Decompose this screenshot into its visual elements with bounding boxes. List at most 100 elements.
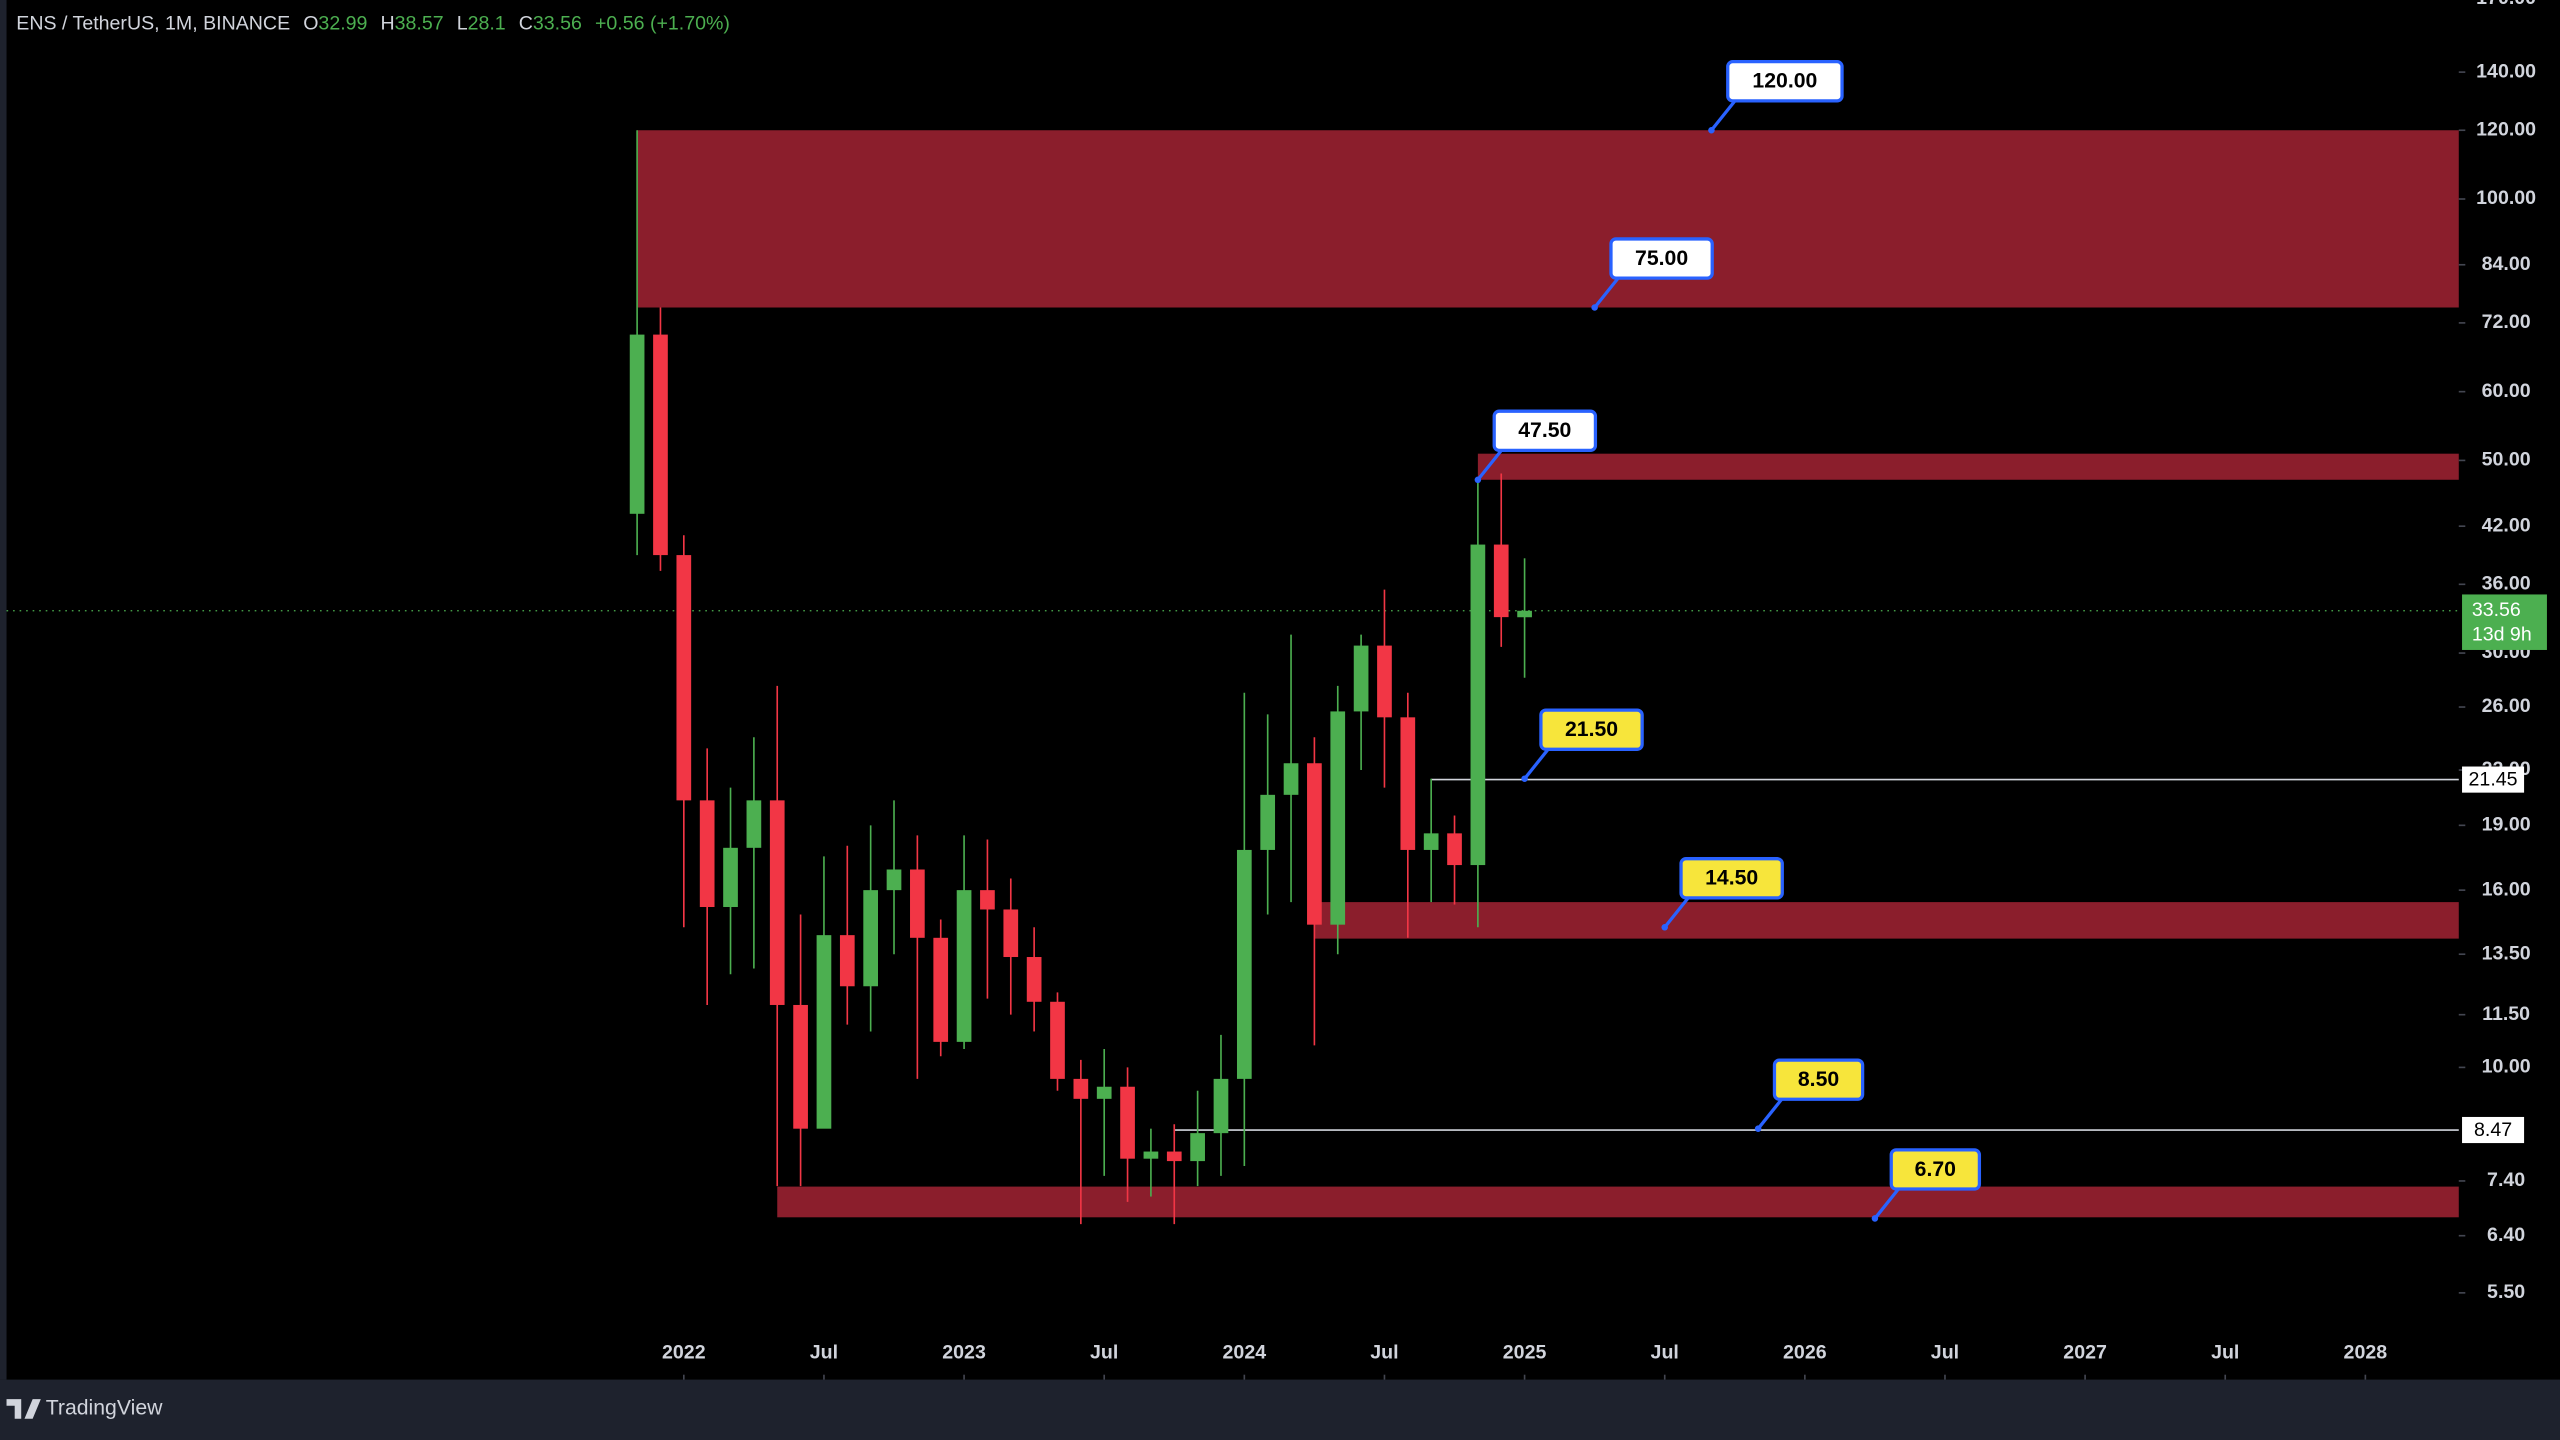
x-tick-label: 2026 xyxy=(1783,1342,1827,1364)
current-price-tag xyxy=(2462,594,2547,650)
y-tick-label: 5.50 xyxy=(2487,1281,2525,1303)
callout-pointer xyxy=(1756,1095,1786,1130)
candle-body xyxy=(1353,645,1369,712)
candle-body xyxy=(676,555,692,801)
x-tick-label: Jul xyxy=(810,1342,838,1364)
candle-body xyxy=(956,890,972,1042)
candle-body xyxy=(1073,1078,1089,1099)
callout-anchor xyxy=(1708,126,1715,134)
zone xyxy=(637,130,2459,308)
footer-bar xyxy=(0,1379,2560,1440)
candle-body xyxy=(816,935,832,1129)
candle-body xyxy=(886,869,902,891)
candle-body xyxy=(1003,909,1019,958)
callout-box xyxy=(1772,1058,1865,1101)
y-tick-label: 36.00 xyxy=(2482,572,2531,594)
callout-pointer xyxy=(1873,1184,1903,1220)
callout-anchor xyxy=(1754,1125,1762,1132)
candle-body xyxy=(1423,833,1439,850)
candle-body xyxy=(1493,544,1509,618)
candle-body xyxy=(1470,544,1486,866)
candle-body xyxy=(1166,1151,1182,1162)
price-tag-label: 8.47 xyxy=(2474,1119,2512,1141)
price-tag xyxy=(2462,766,2525,793)
candle-body xyxy=(629,334,645,514)
candle-body xyxy=(769,800,785,1005)
x-tick-label: Jul xyxy=(2211,1342,2239,1364)
callout-anchor xyxy=(1871,1215,1879,1222)
y-tick-label: 16.00 xyxy=(2482,878,2531,900)
callout-pointer xyxy=(1663,893,1693,929)
y-tick-label: 170.00 xyxy=(2476,0,2536,9)
candle-body xyxy=(1307,763,1322,925)
candle-body xyxy=(1283,763,1299,795)
callout-pointer xyxy=(1523,745,1552,780)
callout-anchor xyxy=(1661,923,1668,931)
candle-body xyxy=(1236,849,1252,1079)
zone xyxy=(777,1186,2459,1218)
callout-box xyxy=(1726,60,1844,103)
candle-body xyxy=(1400,717,1416,850)
ohlc-value: 32.99 xyxy=(318,13,367,35)
ohlc-value: 28.1 xyxy=(468,13,506,35)
callout-pointer xyxy=(1593,273,1623,309)
callout-box xyxy=(1609,237,1714,280)
candle-body xyxy=(1447,833,1462,866)
y-tick-label: 10.00 xyxy=(2482,1056,2531,1078)
zone xyxy=(1314,902,2459,939)
y-tick-label: 19.00 xyxy=(2482,813,2531,835)
callout-label: 75.00 xyxy=(1635,247,1688,270)
candle-body xyxy=(1120,1086,1135,1159)
y-tick-label: 140.00 xyxy=(2476,60,2536,82)
callout-label: 6.70 xyxy=(1915,1158,1956,1181)
candle-body xyxy=(1096,1086,1112,1099)
x-tick-label: 2024 xyxy=(1223,1342,1267,1364)
y-tick-label: 26.00 xyxy=(2482,695,2531,717)
candle-body xyxy=(1026,957,1042,1002)
zone xyxy=(1477,453,2459,480)
candle-body xyxy=(1143,1151,1159,1159)
x-tick-label: 2022 xyxy=(662,1342,706,1364)
x-tick-label: 2027 xyxy=(2063,1342,2107,1364)
y-tick-label: 50.00 xyxy=(2482,449,2531,471)
candle-body xyxy=(793,1004,808,1129)
candle-body xyxy=(1377,645,1392,718)
candle-body xyxy=(653,334,668,556)
candle-body xyxy=(1050,1001,1065,1079)
ohlc-key: C xyxy=(519,13,533,35)
x-tick-label: 2025 xyxy=(1503,1342,1547,1364)
callout-box xyxy=(1492,409,1598,453)
callout-pointer xyxy=(1476,446,1506,481)
left-border xyxy=(0,0,7,1380)
x-tick-label: Jul xyxy=(1931,1342,1959,1364)
x-tick-label: Jul xyxy=(1090,1342,1118,1364)
logo xyxy=(6,1399,41,1419)
change: +0.56 (+1.70%) xyxy=(595,13,730,35)
callout-label: 14.50 xyxy=(1705,867,1758,890)
header: ENS / TetherUS, 1M, BINANCE O32.99 H38.57 L… xyxy=(16,13,730,35)
callout-label: 8.50 xyxy=(1798,1068,1839,1091)
candle-body xyxy=(723,847,738,908)
y-tick-label: 72.00 xyxy=(2482,311,2531,333)
candle-body xyxy=(863,890,879,987)
candle-body xyxy=(746,800,762,848)
y-tick-label: 84.00 xyxy=(2482,253,2531,275)
callout-label: 21.50 xyxy=(1565,718,1618,741)
ohlc-key: L xyxy=(457,13,468,35)
current-price-label: 33.56 xyxy=(2472,599,2521,621)
ohlc-key: O xyxy=(303,13,318,35)
callout-label: 47.50 xyxy=(1518,419,1571,442)
callout-box xyxy=(1539,708,1644,751)
candle-body xyxy=(933,937,949,1042)
ohlc-value: 38.57 xyxy=(395,13,444,35)
candle-body xyxy=(1260,794,1276,850)
y-tick-label: 100.00 xyxy=(2476,187,2536,209)
brand-logo xyxy=(6,1399,41,1419)
y-tick-label: 120.00 xyxy=(2476,118,2536,140)
y-tick-label: 11.50 xyxy=(2482,1003,2530,1025)
header: ENS / TetherUS, 1M, BINANCE O32.99 H38.57 L… xyxy=(16,13,730,35)
y-tick-label: 13.50 xyxy=(2482,942,2531,964)
x-tick-label: Jul xyxy=(1651,1342,1679,1364)
